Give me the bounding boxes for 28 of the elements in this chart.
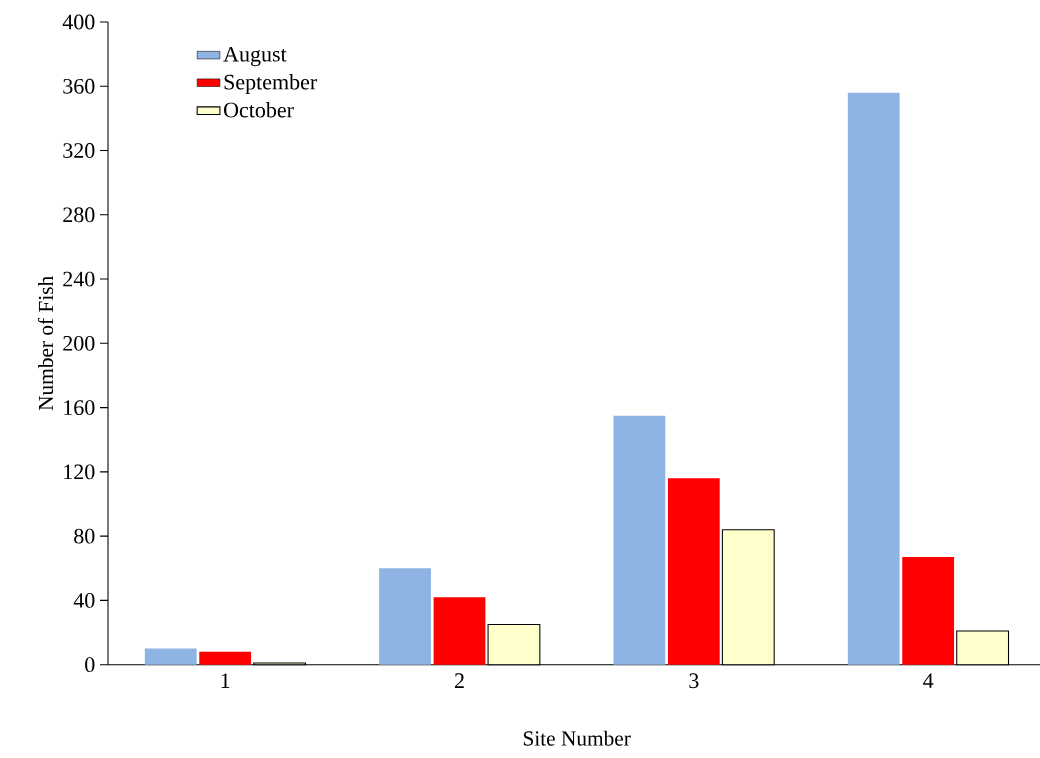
y-tick-label: 80 — [74, 528, 95, 544]
y-tick-label: 200 — [63, 335, 95, 351]
y-tick-label: 400 — [62, 14, 95, 30]
legend-label: October — [224, 102, 294, 118]
bar — [433, 597, 486, 665]
x-tick-label: 2 — [454, 673, 464, 688]
x-tick-label: 3 — [689, 673, 699, 689]
y-tick-label: 0 — [85, 657, 95, 673]
bar — [902, 557, 955, 665]
x-tick-label: 1 — [221, 673, 230, 688]
x-tick-label: 4 — [923, 673, 934, 688]
bar — [379, 568, 431, 665]
bar — [613, 415, 666, 665]
x-axis-title: Site Number — [523, 730, 631, 746]
bar — [667, 478, 720, 665]
y-tick-label: 360 — [63, 78, 95, 94]
bar — [847, 92, 900, 665]
y-tick-label: 120 — [64, 464, 95, 480]
y-tick-label: 320 — [63, 143, 95, 158]
y-tick-label: 160 — [64, 400, 95, 416]
legend-label: August — [223, 46, 287, 67]
bar — [144, 648, 197, 665]
legend-label: September — [224, 74, 318, 95]
y-axis-title: Number of Fish — [37, 276, 54, 411]
bar — [199, 651, 252, 665]
y-tick-label: 40 — [73, 592, 95, 608]
y-tick-label: 240 — [63, 271, 95, 287]
y-tick-label: 280 — [63, 207, 95, 223]
